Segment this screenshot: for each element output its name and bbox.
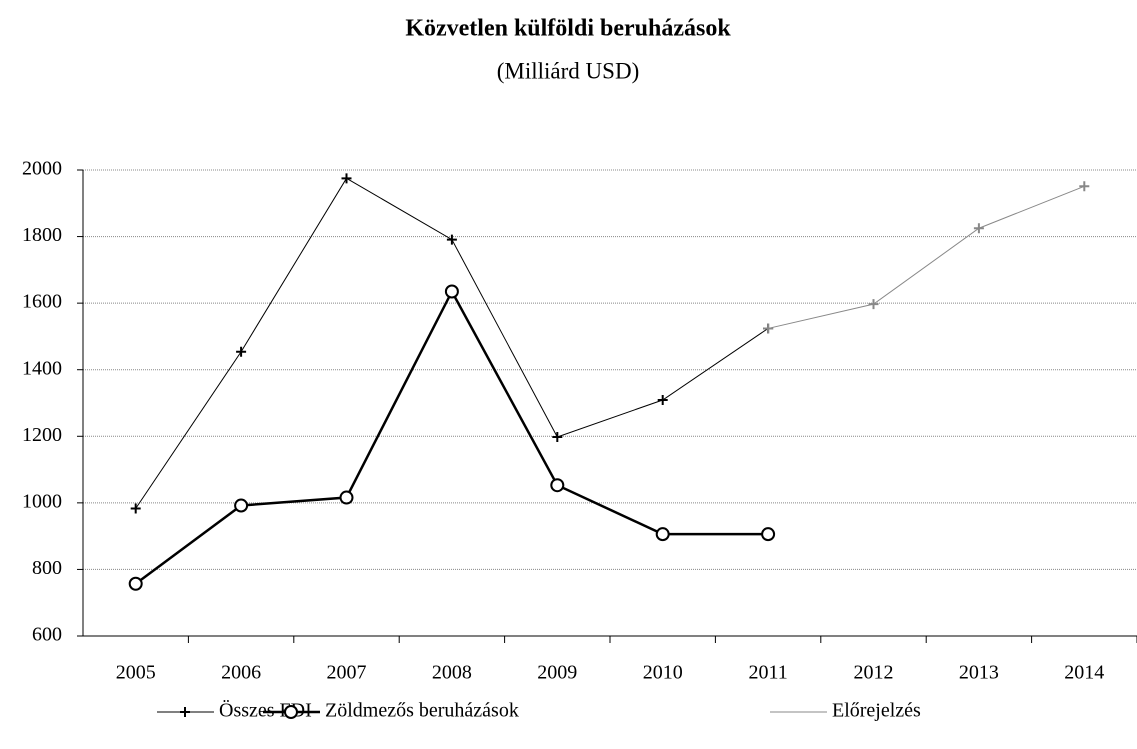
x-tick-label: 2010 xyxy=(643,662,683,684)
marker-circle xyxy=(339,490,354,505)
chart-subtitle: (Milliárd USD) xyxy=(497,58,639,83)
x-tick-label: 2009 xyxy=(537,662,577,684)
marker-plus xyxy=(341,173,352,184)
y-tick-label: 600 xyxy=(32,624,62,646)
y-tick-label: 1800 xyxy=(22,224,62,246)
y-tick-label: 1000 xyxy=(22,490,62,512)
y-tick-label: 800 xyxy=(32,557,62,579)
marker-circle xyxy=(444,284,459,299)
marker-plus xyxy=(130,503,141,514)
legend-marker xyxy=(180,707,190,717)
marker-plus xyxy=(868,299,879,310)
legend-label: Összes FDI xyxy=(219,699,312,722)
legend-marker xyxy=(284,705,298,719)
marker-plus xyxy=(236,346,247,357)
x-tick-label: 2012 xyxy=(854,662,894,684)
x-tick-label: 2011 xyxy=(748,662,787,684)
x-tick-label: 2013 xyxy=(959,662,999,684)
marker-plus xyxy=(973,223,984,234)
marker-circle xyxy=(550,478,565,493)
marker-plus xyxy=(1079,181,1090,192)
marker-circle xyxy=(234,498,249,513)
y-tick-label: 1600 xyxy=(22,291,62,313)
marker-circle xyxy=(761,527,776,542)
x-tick-label: 2014 xyxy=(1064,662,1104,684)
x-tick-label: 2005 xyxy=(116,662,156,684)
y-tick-label: 2000 xyxy=(22,158,62,180)
marker-plus xyxy=(763,323,774,334)
marker-plus xyxy=(657,395,668,406)
series-line xyxy=(135,177,769,509)
marker-circle xyxy=(128,576,143,591)
x-tick-label: 2006 xyxy=(221,662,261,684)
marker-plus xyxy=(446,234,457,245)
x-tick-label: 2008 xyxy=(432,662,472,684)
legend-label: Előrejelzés xyxy=(832,700,921,722)
series-line xyxy=(767,185,1085,329)
series-line xyxy=(134,288,769,585)
y-tick-label: 1400 xyxy=(22,357,62,379)
chart-title: Közvetlen külföldi beruházások xyxy=(405,16,731,42)
marker-circle xyxy=(655,527,670,542)
legend-label: Zöldmezős beruházások xyxy=(325,700,519,722)
y-tick-label: 1200 xyxy=(22,424,62,446)
x-tick-label: 2007 xyxy=(327,662,367,684)
marker-plus xyxy=(552,431,563,442)
